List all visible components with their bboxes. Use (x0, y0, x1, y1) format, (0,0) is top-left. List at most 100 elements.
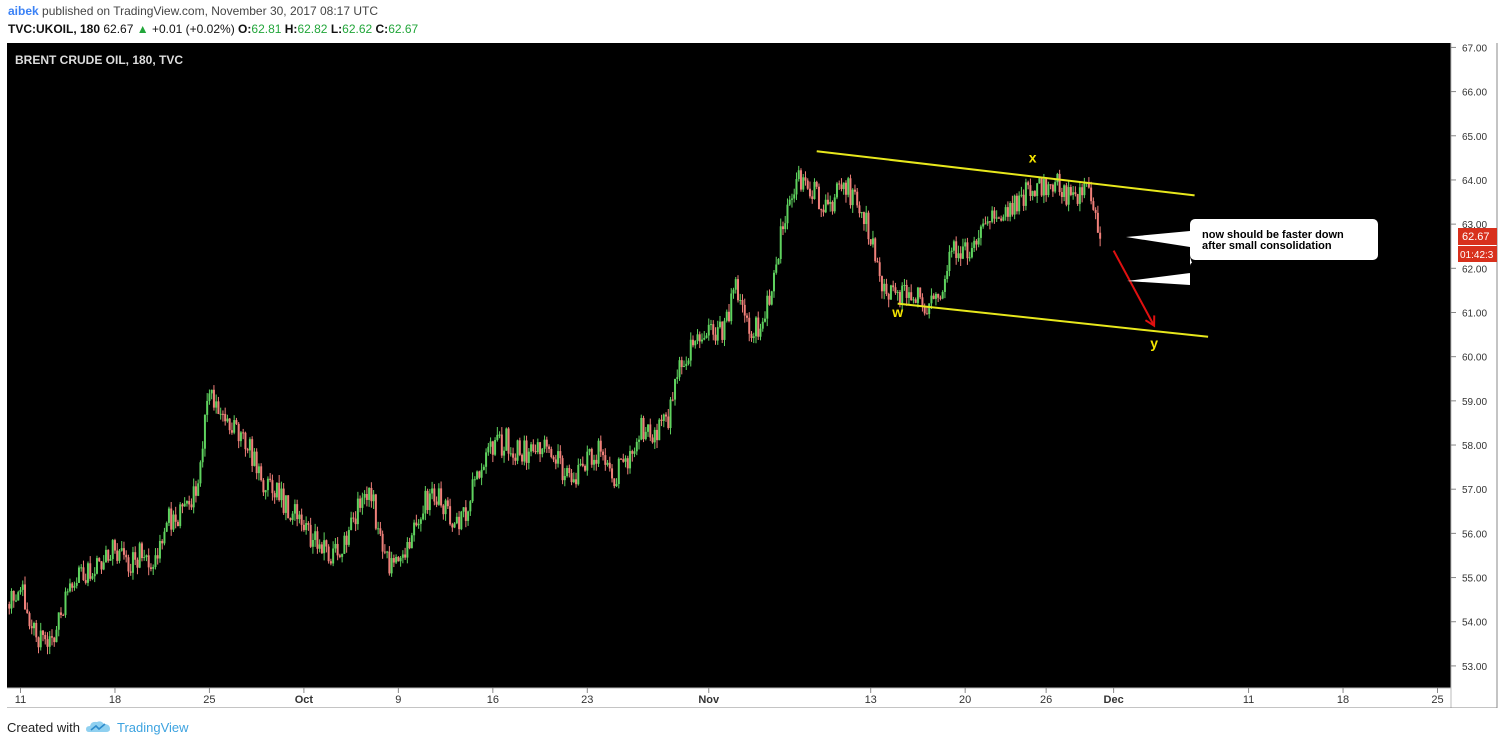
candle-up (847, 178, 850, 195)
candle-up (145, 555, 148, 558)
candle-down (856, 191, 859, 206)
low-label: L: (330, 22, 343, 36)
candle-down (581, 463, 584, 466)
wave-label-y: y (1150, 335, 1158, 351)
candle-down (352, 517, 355, 519)
candle-down (1011, 203, 1014, 215)
plot-area[interactable] (7, 43, 1451, 688)
candle-up (860, 212, 863, 214)
candle-up (606, 462, 609, 465)
candle-up (185, 501, 188, 504)
x-tick-label: 11 (1243, 694, 1254, 706)
candle-up (311, 539, 314, 547)
candle-down (440, 488, 443, 506)
candle-down (993, 210, 996, 219)
candle-down (514, 457, 517, 461)
candle-up (462, 507, 465, 512)
candle-up (343, 535, 346, 554)
y-axis-ticks: 53.00 54.00 55.00 56.00 57.00 58.00 59.00 60.00… (1451, 43, 1487, 673)
candle-down (1087, 181, 1090, 188)
candle-down (826, 199, 829, 205)
price-chart[interactable]: BRENT CRUDE OIL, 180, TVC 53.00 54.00 55.0… (0, 43, 1504, 708)
candle-down (932, 295, 935, 299)
candle-up (770, 291, 773, 305)
candle-down (984, 223, 987, 225)
candle-up (248, 439, 251, 451)
candle-down (37, 637, 40, 648)
author-link[interactable]: aibek (8, 4, 39, 18)
candle-up (399, 557, 402, 562)
candle-up (977, 237, 980, 245)
candle-down (1069, 187, 1072, 195)
x-tick-label: 25 (1431, 694, 1443, 706)
candle-up (102, 562, 105, 570)
candle-down (134, 552, 137, 560)
candle-up (395, 556, 398, 563)
candle-up (1083, 182, 1086, 196)
candle-up (1063, 185, 1066, 198)
y-tick-label: 64.00 (1462, 176, 1487, 187)
candle-up (694, 340, 697, 346)
x-tick-label: 18 (109, 694, 121, 706)
candle-down (910, 292, 913, 301)
candle-down (320, 544, 323, 554)
candle-up (889, 285, 892, 300)
candle-up (1056, 173, 1059, 183)
tradingview-link[interactable]: TradingView (117, 720, 189, 735)
last-price: 62.67 (103, 22, 134, 36)
candle-down (235, 420, 238, 424)
candle-up (635, 441, 638, 452)
candle-down (59, 612, 62, 615)
candle-down (698, 334, 701, 342)
candle-up (413, 522, 416, 536)
candle-up (579, 463, 582, 465)
candle-up (705, 335, 708, 338)
candle-down (692, 339, 695, 346)
candle-down (129, 571, 132, 573)
candle-up (158, 540, 161, 559)
candle-down (365, 493, 368, 500)
callout: now should be faster down after small co… (1126, 219, 1378, 285)
candle-down (862, 212, 865, 225)
candle-up (215, 401, 218, 408)
candle-down (894, 287, 897, 293)
candle-down (532, 444, 535, 451)
candle-down (887, 293, 890, 300)
candle-down (426, 490, 429, 511)
candle-up (946, 270, 949, 280)
candle-down (570, 473, 573, 483)
candle-up (597, 440, 600, 464)
candle-up (66, 591, 69, 593)
candle-up (759, 328, 762, 337)
candle-up (543, 439, 546, 449)
candle-up (970, 247, 973, 258)
tradingview-cloud-icon (86, 721, 110, 732)
candle-up (428, 493, 431, 511)
candle-down (50, 636, 53, 638)
candle-down (799, 170, 802, 190)
candle-up (653, 429, 656, 443)
candle-up (1004, 207, 1007, 217)
candle-up (471, 479, 474, 502)
candle-down (282, 488, 285, 513)
candle-up (793, 194, 796, 199)
candle-up (453, 523, 456, 528)
candle-down (12, 590, 15, 601)
symbol-name: TVC:UKOIL, 180 (8, 22, 101, 36)
candle-up (991, 210, 994, 222)
candle-down (458, 516, 461, 530)
price-axis[interactable] (1451, 43, 1497, 688)
candle-up (347, 530, 350, 545)
candle-down (892, 285, 895, 288)
candle-down (608, 462, 611, 469)
candle-down (743, 304, 746, 316)
candle-up (419, 519, 422, 524)
candle-down (844, 182, 847, 195)
candle-down (736, 279, 739, 301)
candle-up (473, 479, 476, 481)
candle-down (1049, 184, 1052, 186)
candle-up (80, 567, 83, 569)
candle-up (323, 540, 326, 554)
candle-up (813, 181, 816, 199)
candle-up (496, 434, 499, 440)
